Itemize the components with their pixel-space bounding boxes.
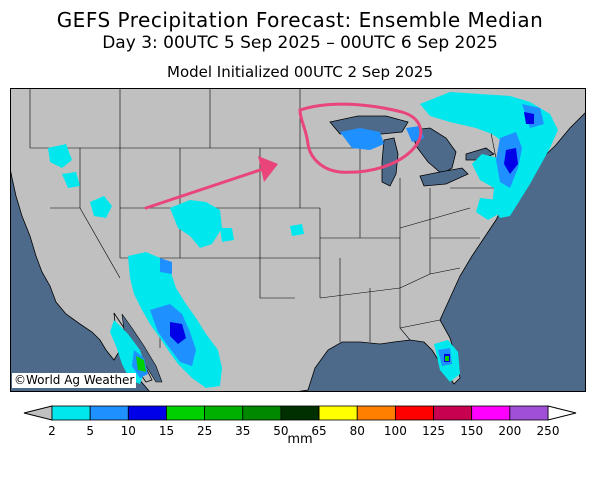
legend-tick-label: 250: [537, 424, 560, 438]
forecast-period: Day 3: 00UTC 5 Sep 2025 – 00UTC 6 Sep 20…: [102, 33, 498, 53]
legend-tick-label: 10: [121, 424, 136, 438]
legend-below-range: [23, 405, 53, 421]
legend-swatch: [204, 405, 244, 421]
credit-label: ©World Ag Weather: [12, 373, 137, 388]
legend-tick-label: 200: [498, 424, 521, 438]
legend-above-range: [547, 405, 577, 421]
great-lakes: [329, 115, 495, 187]
legend-tick-label: 25: [197, 424, 212, 438]
legend-swatch: [318, 405, 358, 421]
legend-units: mm: [287, 432, 313, 447]
legend-swatch: [280, 405, 320, 421]
legend-swatch: [394, 405, 434, 421]
legend-tick-label: 125: [422, 424, 445, 438]
legend-tick-label: 80: [350, 424, 365, 438]
legend-swatch: [127, 405, 167, 421]
annotation-circle: [298, 102, 423, 174]
legend-swatch: [433, 405, 473, 421]
precip-very-heavy: [136, 356, 449, 372]
color-legend: 2 5 10 15 25 35 50 65 80 100 125 150 200 250: [23, 405, 577, 438]
annotation-arrow-icon: [144, 164, 274, 210]
legend-swatch: [89, 405, 129, 421]
legend-swatch: [51, 405, 91, 421]
legend-tick-label: 15: [159, 424, 174, 438]
legend-tick-label: 150: [460, 424, 483, 438]
chart-title: GEFS Precipitation Forecast: Ensemble Me…: [56, 8, 544, 32]
legend-tick-label: 2: [48, 424, 56, 438]
annotation: [144, 102, 423, 210]
legend-tick-label: 65: [311, 424, 326, 438]
legend-tick-label: 35: [235, 424, 250, 438]
legend-swatch: [166, 405, 206, 421]
legend-tick-label: 100: [384, 424, 407, 438]
legend-swatch: [471, 405, 511, 421]
legend-swatch: [356, 405, 396, 421]
legend-swatch: [242, 405, 282, 421]
legend-swatch: [509, 405, 549, 421]
legend-tick-label: 50: [273, 424, 288, 438]
model-init-time: Model Initialized 00UTC 2 Sep 2025: [167, 63, 433, 81]
precipitation-map: [10, 88, 586, 392]
legend-tick-label: 5: [86, 424, 94, 438]
annotation-arrowhead-icon: [258, 156, 278, 182]
